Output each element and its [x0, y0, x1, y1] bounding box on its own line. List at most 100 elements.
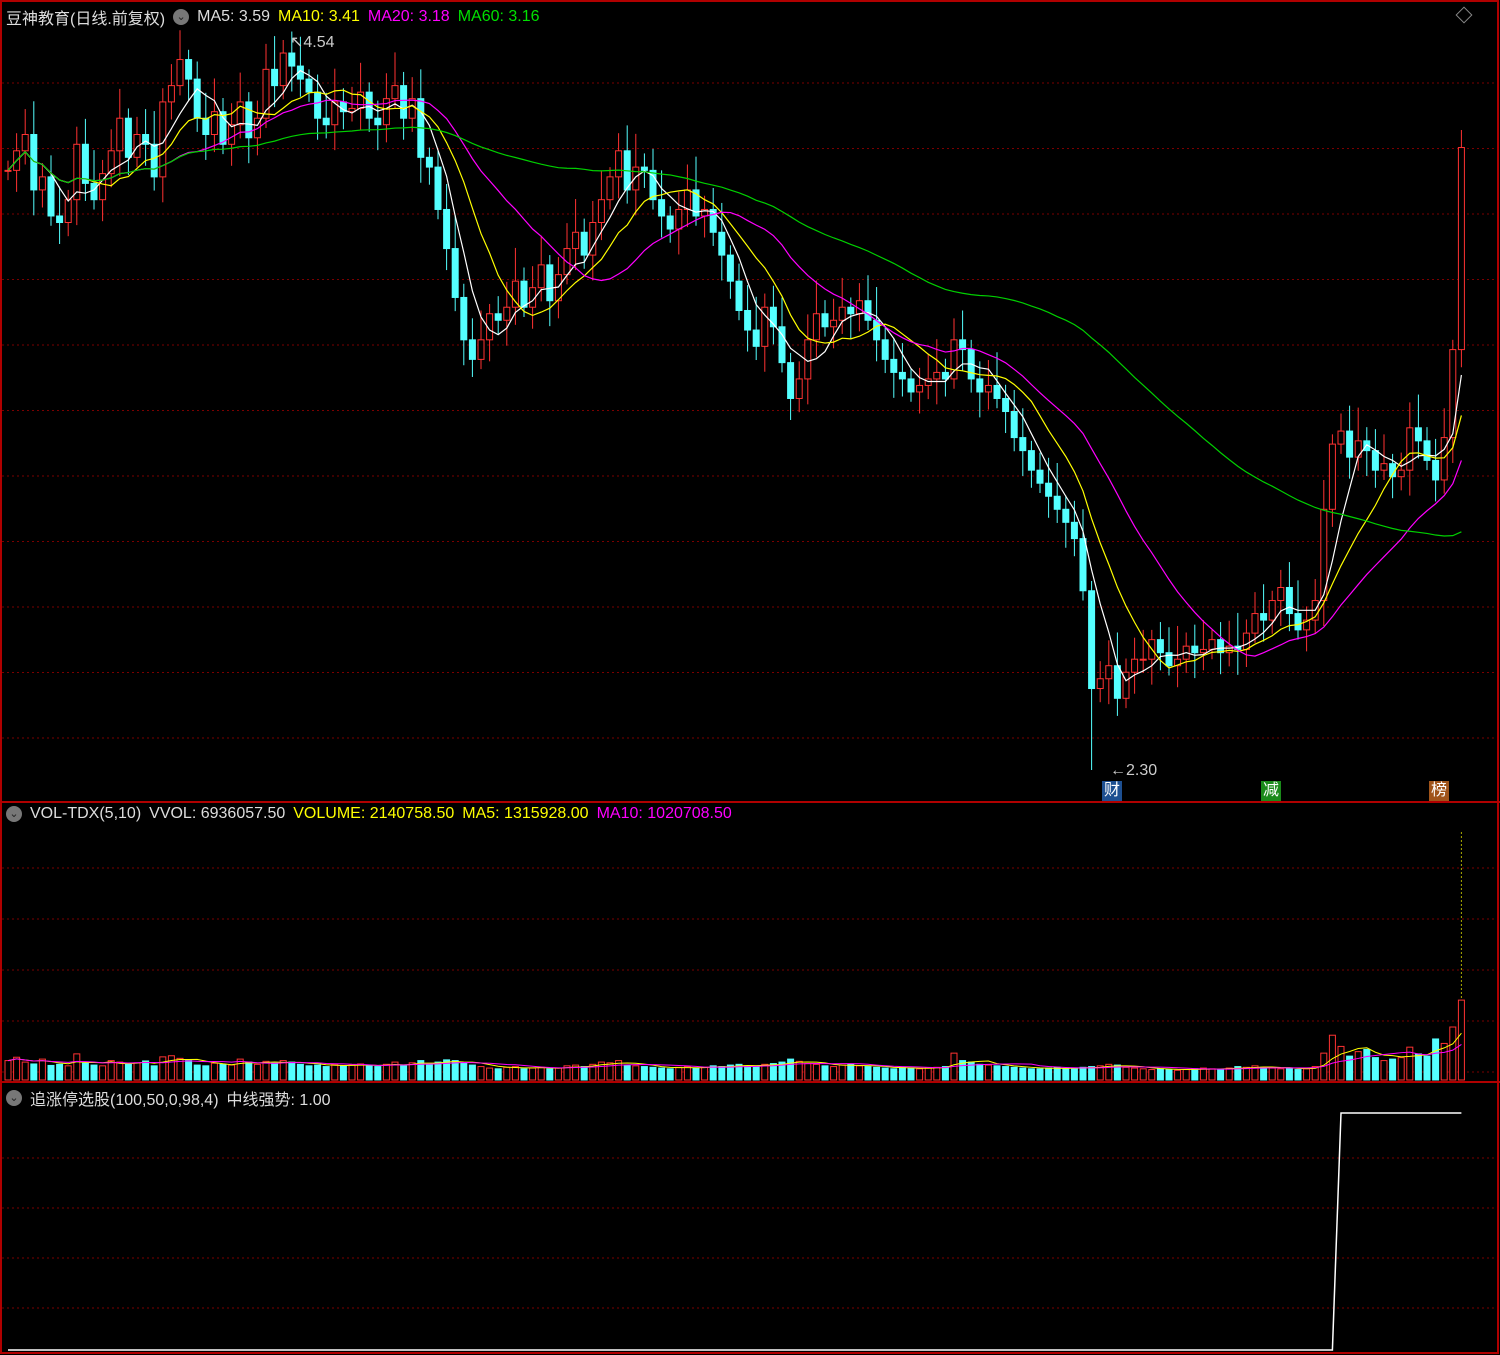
volume-bar	[976, 1063, 984, 1081]
volume-bar	[116, 1061, 124, 1081]
volume-header: ⌄ VOL-TDX(5,10) VVOL: 6936057.50 VOLUME:…	[6, 805, 732, 823]
volume-bar	[374, 1066, 382, 1081]
candle-up	[477, 339, 485, 360]
volume-bar	[185, 1060, 193, 1081]
ma20-line	[7, 99, 1462, 657]
volume-bar	[1208, 1068, 1216, 1081]
candle-down	[47, 176, 55, 217]
volume-bar	[907, 1067, 915, 1081]
volume-bar	[537, 1066, 545, 1081]
candle-up	[812, 313, 820, 341]
volume-bar	[597, 1061, 605, 1081]
volume-bar	[322, 1066, 330, 1081]
candle-down	[864, 300, 872, 321]
volume-bar	[1062, 1068, 1070, 1081]
badge-finance[interactable]: 财	[1102, 781, 1122, 801]
indicator-name: 追涨停选股(100,50,0,98,4)	[30, 1092, 219, 1109]
volume-bar	[847, 1063, 855, 1081]
volume-bar	[1354, 1051, 1362, 1081]
volume-bar	[365, 1065, 373, 1081]
candle-up	[675, 208, 683, 230]
volume-bar	[21, 1061, 29, 1081]
candle-up	[1268, 600, 1276, 621]
candle-down	[451, 248, 459, 298]
indicator-value: 中线强势: 1.00	[226, 1092, 331, 1109]
candle-down	[81, 143, 89, 184]
candle-up	[916, 384, 924, 393]
volume-bar	[1002, 1066, 1010, 1081]
volume-bar	[193, 1064, 201, 1081]
candle-down	[873, 319, 881, 341]
chevron-down-icon[interactable]: ⌄	[6, 806, 22, 822]
candle-down	[907, 378, 915, 393]
ma10-legend: MA10: 3.41	[278, 8, 360, 25]
volume-bar	[1148, 1069, 1156, 1081]
candle-up	[1242, 632, 1250, 650]
candle-up	[1380, 463, 1388, 471]
candle-down	[1010, 411, 1018, 439]
volume-bar	[812, 1063, 820, 1081]
candle-up	[1174, 658, 1182, 667]
candle-down	[219, 111, 227, 145]
candle-down	[718, 231, 726, 256]
candle-up	[511, 280, 519, 308]
candle-up	[950, 339, 958, 380]
stock-title: 豆神教育(日线.前复权)	[6, 11, 166, 28]
volume-bar	[1311, 1066, 1319, 1081]
volume-bar	[1225, 1067, 1233, 1081]
volume-bar	[1277, 1068, 1285, 1081]
candle-down	[520, 280, 528, 308]
chevron-down-icon[interactable]: ⌄	[6, 1090, 22, 1106]
volume-bar	[30, 1063, 38, 1081]
volume-bar	[1174, 1069, 1182, 1081]
candle-down	[142, 134, 150, 145]
candle-down	[288, 52, 296, 67]
volume-bar	[1105, 1063, 1113, 1081]
candle-up	[167, 85, 175, 103]
low-price-label: 2.30	[1126, 762, 1158, 779]
volume-bar	[589, 1063, 597, 1081]
candle-down	[494, 313, 502, 321]
volume-bar	[1294, 1069, 1302, 1081]
volume-bar	[1303, 1068, 1311, 1081]
candle-up	[1406, 427, 1414, 471]
candle-down	[1191, 645, 1199, 654]
candle-up	[1328, 443, 1336, 510]
candle-down	[1285, 587, 1293, 615]
volume-ma10-line	[7, 1043, 1462, 1070]
volume-bar	[1234, 1066, 1242, 1081]
volume-bar	[1096, 1065, 1104, 1081]
candle-down	[959, 339, 967, 351]
volume-bar	[391, 1061, 399, 1081]
volume-bar	[4, 1060, 12, 1081]
volume-bar	[288, 1061, 296, 1081]
candle-down	[150, 143, 158, 178]
candle-down	[692, 189, 700, 217]
volume-bar	[468, 1064, 476, 1081]
volume-bar	[90, 1064, 98, 1081]
candle-up	[683, 189, 691, 210]
ma60-line	[7, 126, 1462, 537]
candle-down	[1217, 639, 1225, 654]
volume-bar	[262, 1060, 270, 1081]
badge-ranking[interactable]: 榜	[1429, 781, 1449, 801]
volume-bar	[1010, 1066, 1018, 1081]
chevron-down-icon[interactable]: ⌄	[173, 9, 190, 25]
candle-up	[486, 313, 494, 341]
candle-up	[572, 231, 580, 250]
volume-bar	[787, 1058, 795, 1081]
candle-down	[1294, 613, 1302, 631]
moving-average-lines	[7, 69, 1462, 682]
volume-bar	[718, 1066, 726, 1081]
volume-bar	[271, 1062, 279, 1081]
candle-up	[133, 134, 141, 158]
candle-down	[202, 117, 210, 136]
candle-down	[1053, 495, 1061, 510]
volume-bar	[666, 1068, 674, 1081]
candle-down	[1113, 665, 1121, 699]
candle-down	[752, 329, 760, 347]
candle-down	[468, 339, 476, 360]
badge-reduce[interactable]: 减	[1261, 781, 1281, 801]
